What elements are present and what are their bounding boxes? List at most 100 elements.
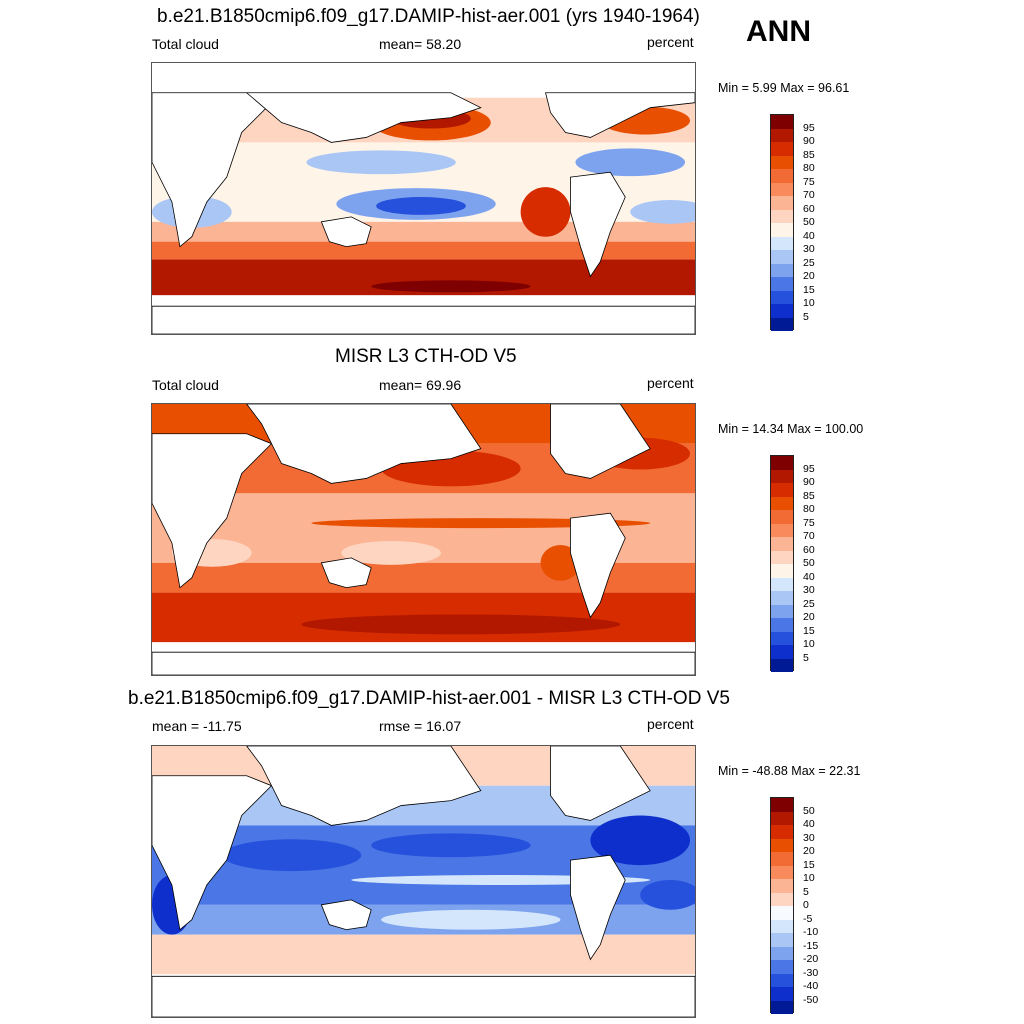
colorbar-tick-label: 25: [803, 597, 815, 610]
colorbar-box: [771, 798, 793, 812]
colorbar-box: [771, 537, 793, 551]
colorbar-tick-label: 30: [803, 243, 815, 255]
colorbar-box: [771, 946, 793, 960]
colorbar-tick-label: 10: [803, 872, 815, 884]
colorbar-box: [771, 825, 793, 839]
colorbar-box: [771, 469, 793, 483]
colorbar-box: [771, 169, 793, 183]
colorbar-tick-label: -15: [803, 939, 819, 952]
colorbar-tick-label: 70: [803, 189, 815, 201]
colorbar-tick-label: 75: [803, 516, 815, 529]
variable-label: Total cloud: [152, 377, 219, 393]
colorbar-tick-label: 40: [803, 229, 815, 242]
colorbar-tick-label: 75: [803, 175, 815, 188]
colorbar-tick-label: 5: [803, 310, 809, 323]
colorbar-box: [771, 483, 793, 497]
map-field: [152, 746, 695, 1017]
colorbar-tick-label: 15: [803, 283, 815, 296]
colorbar-tick-label: -20: [803, 953, 819, 965]
colorbar-box: [771, 604, 793, 618]
colorbar-tick-label: 15: [803, 858, 815, 871]
colorbar-tick-label: -40: [803, 980, 819, 992]
panel-title: MISR L3 CTH-OD V5: [335, 346, 517, 367]
min-max-label: Min = 5.99 Max = 96.61: [718, 81, 850, 95]
variable-label: Total cloud: [152, 36, 219, 52]
colorbar-box: [771, 456, 793, 470]
colorbar: [770, 114, 794, 331]
map-panel: [151, 745, 696, 1018]
colorbar-box: [771, 182, 793, 196]
colorbar-tick-label: 40: [803, 570, 815, 583]
colorbar-tick-label: 0: [803, 899, 809, 911]
colorbar-box: [771, 250, 793, 264]
colorbar-tick-label: 40: [803, 818, 815, 830]
colorbar-box: [771, 277, 793, 291]
colorbar-box: [771, 128, 793, 142]
colorbar-tick-label: 10: [803, 297, 815, 309]
colorbar-box: [771, 263, 793, 277]
colorbar-box: [771, 879, 793, 893]
mean-label: mean = -11.75: [152, 718, 242, 734]
rmse-label: rmse = 16.07: [379, 718, 462, 734]
colorbar-box: [771, 550, 793, 564]
colorbar-box: [771, 236, 793, 250]
colorbar-box: [771, 960, 793, 974]
colorbar-box: [771, 223, 793, 237]
colorbar-box: [771, 811, 793, 825]
map-panel: [151, 403, 696, 676]
colorbar-box: [771, 838, 793, 852]
colorbar-box: [771, 658, 793, 672]
colorbar-tick-label: -50: [803, 993, 819, 1006]
colorbar-box: [771, 618, 793, 632]
colorbar-tick-label: 95: [803, 462, 815, 475]
colorbar: [770, 455, 794, 672]
colorbar-box: [771, 645, 793, 659]
colorbar-box: [771, 290, 793, 304]
colorbar-box: [771, 155, 793, 169]
colorbar-box: [771, 865, 793, 879]
mean-label: mean= 58.20: [379, 36, 462, 52]
colorbar-tick-label: 30: [803, 831, 815, 844]
colorbar-box: [771, 523, 793, 537]
units-label: percent: [647, 34, 694, 50]
colorbar-box: [771, 115, 793, 129]
season-label: ANN: [746, 15, 811, 48]
colorbar-tick-label: -5: [803, 912, 813, 925]
colorbar-box: [771, 577, 793, 591]
colorbar-tick-label: 95: [803, 121, 815, 134]
units-label: percent: [647, 375, 694, 391]
colorbar-box: [771, 919, 793, 933]
colorbar-tick-label: 60: [803, 202, 815, 215]
colorbar-tick-label: 5: [803, 651, 809, 664]
colorbar-tick-label: 20: [803, 845, 815, 857]
colorbar-box: [771, 304, 793, 318]
colorbar-tick-label: 50: [803, 216, 815, 228]
colorbar-tick-label: 80: [803, 162, 815, 174]
colorbar-box: [771, 591, 793, 605]
panel-title: b.e21.B1850cmip6.f09_g17.DAMIP-hist-aer.…: [128, 688, 730, 709]
colorbar-box: [771, 564, 793, 578]
units-label: percent: [647, 716, 694, 732]
colorbar-tick-label: -10: [803, 926, 819, 938]
map-panel: [151, 62, 696, 335]
colorbar-box: [771, 631, 793, 645]
colorbar-box: [771, 892, 793, 906]
colorbar-tick-label: -30: [803, 966, 819, 979]
colorbar-tick-label: 10: [803, 638, 815, 650]
colorbar-tick-label: 80: [803, 503, 815, 515]
map-field: [152, 63, 695, 334]
colorbar-box: [771, 196, 793, 210]
colorbar-tick-label: 20: [803, 270, 815, 282]
colorbar-box: [771, 496, 793, 510]
colorbar-box: [771, 142, 793, 156]
colorbar-tick-label: 30: [803, 584, 815, 596]
colorbar-tick-label: 90: [803, 135, 815, 147]
colorbar-tick-label: 5: [803, 885, 809, 898]
map-field: [152, 404, 695, 675]
colorbar: [770, 797, 794, 1014]
colorbar-tick-label: 90: [803, 476, 815, 488]
min-max-label: Min = 14.34 Max = 100.00: [718, 422, 864, 436]
colorbar-tick-label: 70: [803, 530, 815, 542]
colorbar-box: [771, 510, 793, 524]
colorbar-box: [771, 852, 793, 866]
